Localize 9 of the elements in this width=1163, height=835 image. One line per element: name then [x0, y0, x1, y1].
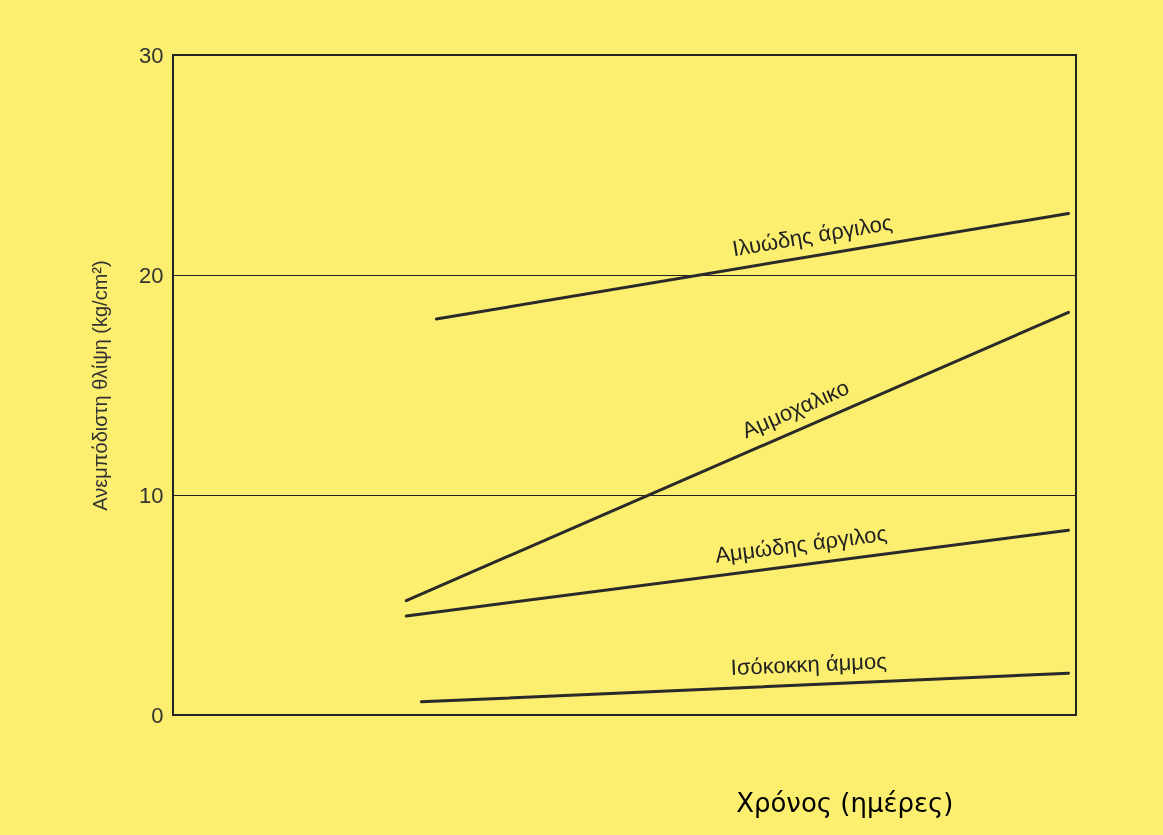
y-tick-label: 10 [139, 482, 164, 508]
text: Ιλυώδης άργιλος [730, 209, 895, 262]
y-tick-label: 20 [139, 262, 164, 288]
series-label: Ισόκοκκη άμμος [730, 648, 888, 681]
x-axis-title: Χρόνος (ημέρες) [736, 787, 954, 818]
text: Αμμώδης άργιλος [713, 520, 889, 568]
y-axis-title: Ανεμπόδιστη θλίψη (kg/cm²) [89, 260, 112, 511]
y-tick-label: 30 [139, 42, 164, 68]
y-tick-label: 0 [151, 702, 164, 728]
